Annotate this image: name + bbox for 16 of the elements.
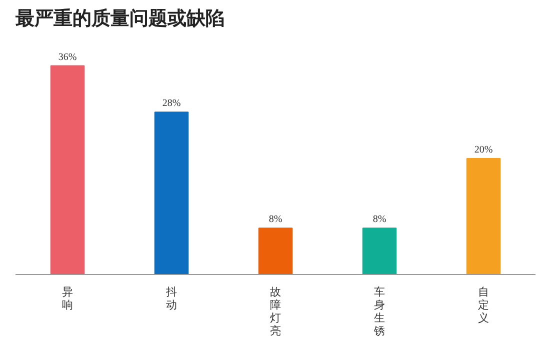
bar: [362, 228, 397, 274]
data-label: 28%: [162, 98, 181, 110]
chart-title: 最严重的质量问题或缺陷: [14, 8, 224, 30]
data-label: 36%: [58, 52, 77, 63]
data-label: 8%: [372, 214, 386, 226]
x-tick-label: 自定义: [478, 286, 489, 324]
bar: [154, 112, 189, 274]
x-tick-label: 车身生锈: [373, 286, 385, 338]
bar: [258, 228, 293, 274]
bar: [50, 65, 85, 274]
data-label: 8%: [268, 214, 282, 226]
bar: [466, 158, 501, 274]
data-label: 20%: [474, 144, 493, 156]
x-tick-label: 抖动: [165, 286, 177, 312]
x-tick-label: 异响: [62, 286, 73, 312]
x-tick-label: 故障灯亮: [270, 286, 281, 338]
